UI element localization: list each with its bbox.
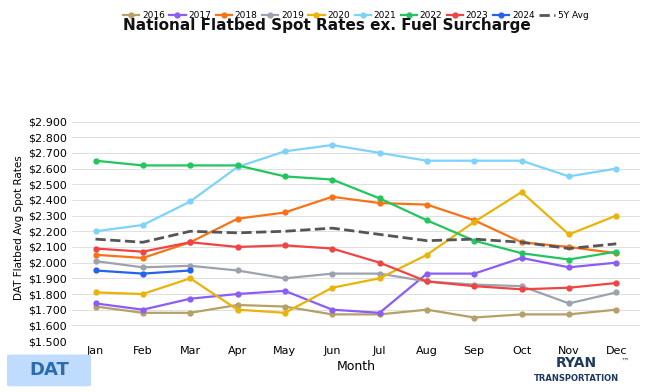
Text: RYAN: RYAN: [556, 356, 596, 370]
Text: National Flatbed Spot Rates ex. Fuel Surcharge: National Flatbed Spot Rates ex. Fuel Sur…: [123, 18, 530, 33]
Text: TRANSPORTATION: TRANSPORTATION: [534, 374, 618, 383]
Text: ™: ™: [621, 357, 629, 366]
X-axis label: Month: Month: [336, 360, 375, 373]
Y-axis label: DAT Flatbed Avg Spot Rates: DAT Flatbed Avg Spot Rates: [14, 155, 24, 300]
Text: DAT: DAT: [29, 361, 69, 379]
Legend: 2016, 2017, 2018, 2019, 2020, 2021, 2022, 2023, 2024, 5Y Avg: 2016, 2017, 2018, 2019, 2020, 2021, 2022…: [123, 11, 589, 20]
FancyBboxPatch shape: [7, 354, 91, 387]
